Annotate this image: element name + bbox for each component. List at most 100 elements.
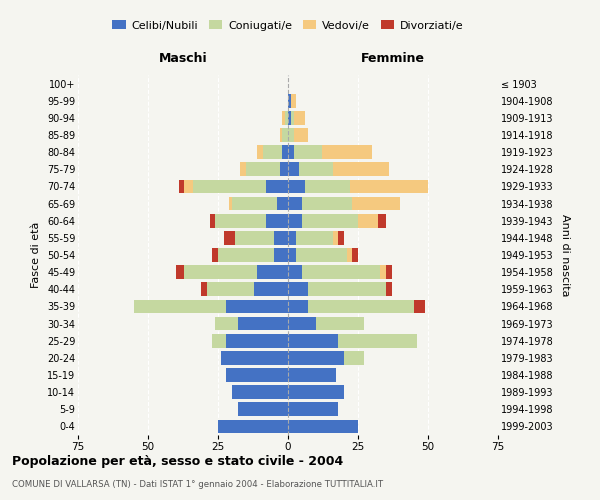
Bar: [322, 146, 372, 159]
Bar: [266, 180, 288, 194]
Bar: [226, 334, 288, 347]
Bar: [241, 162, 246, 176]
Bar: [288, 231, 296, 244]
Bar: [209, 214, 215, 228]
Bar: [386, 266, 392, 279]
Bar: [386, 282, 392, 296]
Bar: [283, 111, 285, 124]
Bar: [302, 266, 380, 279]
Bar: [274, 248, 288, 262]
Text: Popolazione per età, sesso e stato civile - 2004: Popolazione per età, sesso e stato civil…: [12, 455, 343, 468]
Bar: [288, 300, 308, 314]
Bar: [293, 146, 322, 159]
Bar: [333, 162, 389, 176]
Bar: [285, 111, 288, 124]
Bar: [288, 128, 293, 142]
Bar: [218, 420, 288, 434]
Bar: [288, 180, 305, 194]
Bar: [184, 180, 193, 194]
Bar: [257, 146, 263, 159]
Bar: [274, 231, 288, 244]
Bar: [229, 196, 232, 210]
Bar: [238, 316, 288, 330]
Y-axis label: Anni di nascita: Anni di nascita: [560, 214, 570, 296]
Bar: [283, 146, 288, 159]
Bar: [302, 214, 358, 228]
Bar: [246, 162, 280, 176]
Bar: [218, 248, 274, 262]
Bar: [134, 300, 226, 314]
Bar: [288, 420, 358, 434]
Bar: [235, 231, 274, 244]
Bar: [212, 248, 218, 262]
Bar: [344, 351, 364, 364]
Bar: [280, 162, 288, 176]
Text: Maschi: Maschi: [158, 52, 208, 65]
Legend: Celibi/Nubili, Coniugati/e, Vedovi/e, Divorziati/e: Celibi/Nubili, Coniugati/e, Vedovi/e, Di…: [108, 16, 468, 35]
Bar: [333, 231, 338, 244]
Bar: [288, 334, 338, 347]
Bar: [293, 128, 308, 142]
Bar: [238, 402, 288, 416]
Bar: [338, 334, 417, 347]
Bar: [201, 282, 207, 296]
Bar: [288, 282, 308, 296]
Bar: [226, 300, 288, 314]
Bar: [266, 214, 288, 228]
Bar: [291, 111, 293, 124]
Bar: [179, 180, 184, 194]
Bar: [299, 162, 333, 176]
Bar: [277, 196, 288, 210]
Bar: [308, 300, 414, 314]
Bar: [293, 111, 305, 124]
Bar: [414, 300, 425, 314]
Bar: [232, 196, 277, 210]
Bar: [257, 266, 288, 279]
Bar: [288, 111, 291, 124]
Bar: [207, 282, 254, 296]
Bar: [215, 214, 266, 228]
Bar: [263, 146, 283, 159]
Bar: [288, 316, 316, 330]
Bar: [288, 368, 335, 382]
Bar: [193, 180, 266, 194]
Bar: [176, 266, 184, 279]
Bar: [288, 214, 302, 228]
Bar: [296, 231, 333, 244]
Bar: [288, 266, 302, 279]
Bar: [316, 316, 364, 330]
Bar: [288, 248, 296, 262]
Bar: [288, 402, 338, 416]
Bar: [308, 282, 386, 296]
Bar: [305, 180, 350, 194]
Bar: [280, 128, 283, 142]
Text: Femmine: Femmine: [361, 52, 425, 65]
Bar: [291, 94, 296, 108]
Bar: [302, 196, 352, 210]
Bar: [352, 248, 358, 262]
Bar: [347, 248, 352, 262]
Bar: [380, 266, 386, 279]
Bar: [350, 180, 428, 194]
Bar: [338, 231, 344, 244]
Bar: [288, 94, 291, 108]
Text: COMUNE DI VALLARSA (TN) - Dati ISTAT 1° gennaio 2004 - Elaborazione TUTTITALIA.I: COMUNE DI VALLARSA (TN) - Dati ISTAT 1° …: [12, 480, 383, 489]
Bar: [288, 386, 344, 399]
Bar: [288, 196, 302, 210]
Bar: [296, 248, 347, 262]
Y-axis label: Fasce di età: Fasce di età: [31, 222, 41, 288]
Bar: [215, 316, 238, 330]
Bar: [221, 351, 288, 364]
Bar: [232, 386, 288, 399]
Bar: [184, 266, 257, 279]
Bar: [224, 231, 235, 244]
Bar: [352, 196, 400, 210]
Bar: [288, 162, 299, 176]
Bar: [288, 351, 344, 364]
Bar: [377, 214, 386, 228]
Bar: [226, 368, 288, 382]
Bar: [358, 214, 377, 228]
Bar: [212, 334, 226, 347]
Bar: [283, 128, 288, 142]
Bar: [288, 146, 293, 159]
